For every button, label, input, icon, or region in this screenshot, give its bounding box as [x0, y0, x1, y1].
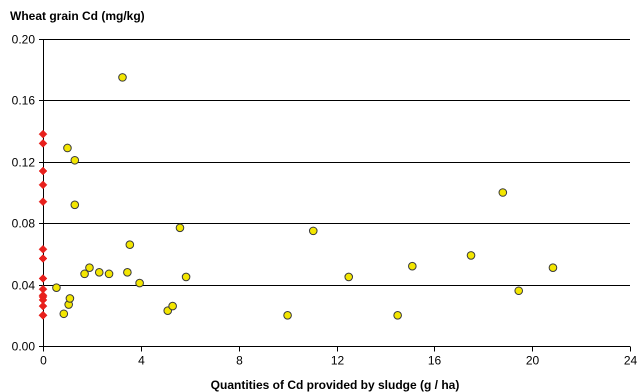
control-point	[38, 139, 48, 148]
x-tick-labels: 0 4 8 12 16 20 24	[40, 354, 637, 368]
x-tick-label: 8	[236, 354, 243, 368]
y-tick-label: 0.12	[12, 156, 36, 170]
sludge-point	[283, 311, 292, 320]
x-tick-label: 20	[526, 354, 540, 368]
sludge-point	[70, 155, 80, 165]
sludge-point	[514, 286, 524, 296]
x-tick-label: 24	[624, 354, 638, 368]
control-point	[38, 310, 48, 320]
sludge-point	[308, 226, 318, 236]
sludge-point	[80, 269, 89, 279]
sludge-point	[168, 301, 177, 311]
control-point	[38, 197, 48, 207]
x-tick-label: 16	[428, 354, 442, 368]
y-tick-label: 0.16	[12, 94, 36, 108]
sludge-point	[65, 294, 75, 303]
x-tick-label: 4	[138, 354, 145, 368]
sludge-point	[59, 309, 69, 319]
axes	[39, 39, 631, 352]
y-tick-label: 0.20	[12, 33, 36, 47]
control-point	[38, 129, 48, 139]
sludge-point	[135, 278, 144, 288]
sludge-point	[181, 272, 191, 282]
sludge-point	[104, 269, 114, 279]
sludge-point	[63, 143, 72, 153]
sludge-point	[175, 223, 185, 233]
control-point	[38, 254, 48, 263]
x-axis-title: Quantities of Cd provided by sludge (g /…	[211, 378, 460, 392]
y-tick-label: 0.04	[12, 279, 36, 293]
sludge-point	[408, 261, 417, 271]
control-point	[38, 244, 48, 254]
x-tick-label: 0	[40, 354, 47, 368]
gridlines	[43, 39, 630, 286]
control-point	[38, 274, 48, 283]
sludge-point	[85, 263, 94, 273]
sludge-point	[498, 188, 508, 197]
control-point	[38, 166, 48, 176]
sludge-point	[94, 268, 104, 277]
sludge-point	[123, 268, 132, 277]
x-tick-label: 12	[331, 354, 345, 368]
y-axis-title: Wheat grain Cd (mg/kg)	[10, 9, 145, 23]
sludge-point	[118, 73, 127, 82]
sludge-point	[70, 200, 80, 210]
y-tick-label: 0.00	[12, 340, 36, 354]
control-point	[38, 301, 48, 311]
sludge-point	[344, 272, 354, 282]
control-point	[38, 180, 48, 190]
sludge-point	[393, 311, 402, 320]
sludge-point	[466, 251, 476, 260]
data-points	[38, 73, 558, 320]
sludge-point	[52, 283, 61, 292]
sludge-point	[125, 240, 135, 249]
sludge-point	[548, 263, 558, 273]
y-tick-labels: 0.00 0.04 0.08 0.12 0.16 0.20	[12, 33, 36, 354]
y-tick-label: 0.08	[12, 217, 36, 231]
